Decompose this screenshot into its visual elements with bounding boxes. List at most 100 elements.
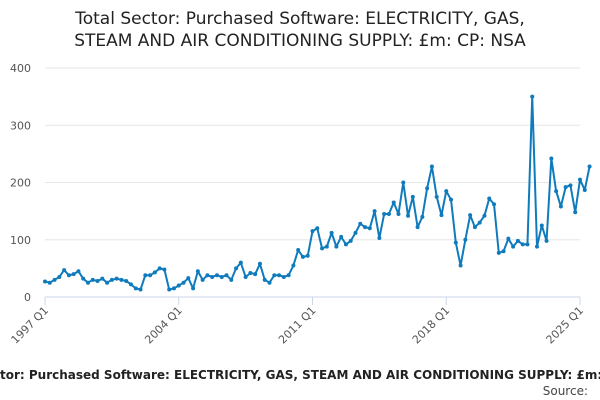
data-point [315,226,320,231]
data-point [587,164,592,169]
x-tick-label: 2018 Q1 [410,304,453,347]
data-point [248,270,253,275]
data-point [85,280,90,285]
data-point [128,282,133,287]
data-point [363,225,368,230]
data-point [515,238,520,243]
data-point [167,287,172,292]
data-point [520,242,525,247]
data-point [382,211,387,216]
data-point [410,194,415,199]
data-point [563,185,568,190]
data-point [582,187,587,192]
data-point [544,238,549,243]
data-point [343,242,348,247]
data-point [320,246,325,251]
data-point [415,225,420,230]
data-point [372,209,377,214]
data-point [152,270,157,275]
data-point [300,254,305,259]
data-point [109,277,114,282]
data-point [396,211,401,216]
y-tick-label: 100 [10,234,31,247]
data-point [100,276,105,281]
data-point [439,213,444,218]
data-point [453,240,458,245]
data-point [148,273,153,278]
data-point [573,210,578,215]
data-point [386,211,391,216]
data-point [377,236,382,241]
x-tick-label: 2025 Q1 [544,304,587,347]
data-point [511,244,516,249]
data-point [334,244,339,249]
data-point [95,278,100,283]
data-point [420,214,425,219]
data-point [157,266,162,271]
data-point [186,276,191,281]
data-point [305,253,310,258]
data-point [286,273,291,278]
x-tick-label: 2011 Q1 [276,304,319,347]
data-point [229,277,234,282]
data-point [76,269,81,274]
data-point [162,267,167,272]
data-point [253,272,258,277]
data-point [296,248,301,253]
data-point [348,238,353,243]
data-point [458,263,463,268]
data-point [506,236,511,241]
data-point [200,277,205,282]
data-point [210,274,215,279]
data-point [272,273,277,278]
data-point [214,273,219,278]
y-tick-label: 400 [10,62,31,75]
data-point [66,273,71,278]
data-point [568,183,573,188]
data-point [472,225,477,230]
data-point [535,244,540,249]
data-point [243,274,248,279]
data-point [191,286,196,291]
data-point [43,279,47,284]
data-point [133,286,138,291]
chart-title: STEAM AND AIR CONDITIONING SUPPLY: £m: C… [74,31,526,51]
data-point [47,280,52,285]
data-point [90,277,95,282]
data-point [238,260,243,265]
data-point [496,250,501,255]
data-point [406,213,411,218]
data-point [367,226,372,231]
data-point [468,213,473,218]
data-point [291,263,296,268]
data-point [425,186,430,191]
data-point [281,274,286,279]
data-point [539,223,544,228]
data-point [219,274,224,279]
data-point [463,237,468,242]
data-point [81,276,86,281]
y-tick-label: 200 [10,177,31,190]
data-point [71,272,76,277]
data-point [487,196,492,201]
data-point [477,220,482,225]
y-tick-label: 300 [10,119,31,132]
data-point [401,180,406,185]
data-point [558,204,563,209]
chart-title: Total Sector: Purchased Software: ELECTR… [74,9,525,29]
data-point [530,94,535,99]
data-point [482,213,487,218]
data-point [171,286,176,291]
data-point [119,277,124,282]
data-point [124,278,129,283]
data-point [324,244,329,249]
data-point [578,177,582,182]
data-point [267,280,272,285]
data-point [262,277,267,282]
data-point [62,268,67,273]
data-point [234,266,239,271]
data-point [224,273,229,278]
data-point [310,229,315,234]
